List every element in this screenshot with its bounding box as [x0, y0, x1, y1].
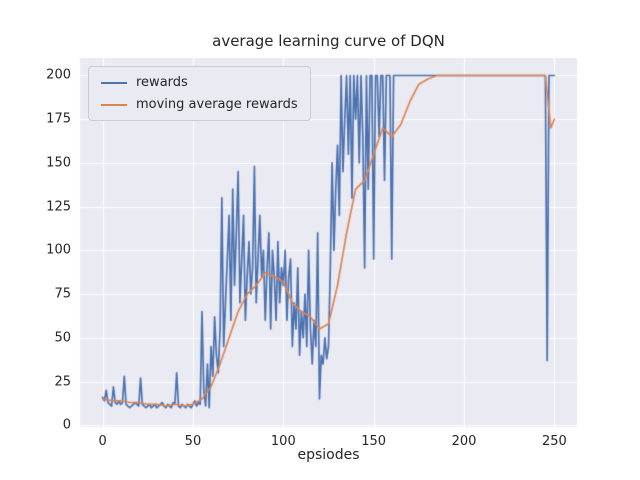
x-tick-label: 0 — [98, 434, 107, 449]
legend-item-moving-average: moving average rewards — [101, 97, 298, 112]
chart-title: average learning curve of DQN — [212, 32, 445, 50]
x-axis-label: epsiodes — [297, 447, 360, 463]
rewards-line-swatch — [101, 81, 127, 84]
x-tick-label: 100 — [270, 434, 296, 449]
x-tick-label: 150 — [361, 434, 387, 449]
legend-label-moving-average: moving average rewards — [136, 97, 298, 112]
y-tick-label: 50 — [54, 330, 71, 346]
x-tick-label: 250 — [541, 434, 567, 449]
y-tick-label: 200 — [46, 67, 71, 83]
y-tick-label: 75 — [54, 286, 71, 302]
y-tick-label: 25 — [54, 374, 71, 390]
y-tick-label: 150 — [46, 155, 71, 171]
y-tick-label: 0 — [62, 417, 71, 433]
moving-average-line-swatch — [101, 103, 127, 106]
legend-label-rewards: rewards — [136, 75, 188, 90]
y-tick-label: 125 — [46, 199, 71, 215]
y-tick-label: 100 — [46, 242, 71, 258]
x-tick-label: 50 — [184, 434, 202, 449]
legend: rewards moving average rewards — [88, 66, 311, 121]
x-tick-label: 200 — [451, 434, 477, 449]
legend-item-rewards: rewards — [101, 75, 298, 90]
y-tick-label: 175 — [46, 111, 71, 127]
